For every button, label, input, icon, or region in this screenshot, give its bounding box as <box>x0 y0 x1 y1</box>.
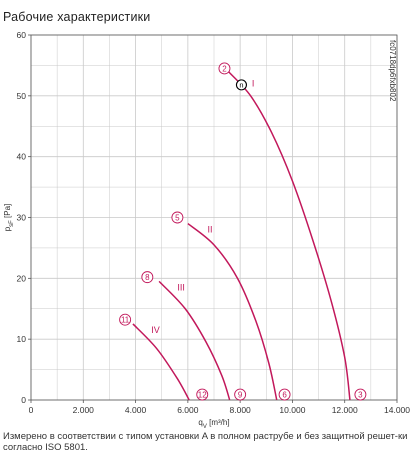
operating-point-circle <box>235 79 247 91</box>
point-marker-circle <box>196 388 209 401</box>
y-tick-label: 60 <box>17 30 27 40</box>
point-marker-circle <box>141 271 154 284</box>
point-marker-label: 12 <box>198 390 207 399</box>
y-tick-label: 0 <box>21 395 26 405</box>
chart-axes: 0 2.000 4.000 6.000 8.000 10.000 12.000 14.000 0… <box>3 30 410 430</box>
y-tick-label: 50 <box>17 91 27 101</box>
x-tick-label: 8.000 <box>230 405 252 415</box>
chart-markers: 2 5 8 11 3 6 9 12 n <box>119 62 367 401</box>
point-marker-circle <box>234 388 247 401</box>
document-code: fc0718dp6fxb802 <box>388 40 397 102</box>
operating-point-label: n <box>239 81 243 90</box>
chart-title: Рабочие характеристики <box>3 10 151 24</box>
series-label-I: I <box>252 79 255 89</box>
point-marker-3: 3 <box>354 388 367 401</box>
point-marker-label: 9 <box>238 390 243 399</box>
x-tick-label: 14.000 <box>384 405 410 415</box>
y-axis-label: psF [Pa] <box>3 204 15 232</box>
series-line-I <box>227 70 351 401</box>
point-marker-8: 8 <box>141 271 154 284</box>
point-marker-circle <box>218 62 231 75</box>
x-tick-label: 6.000 <box>177 405 199 415</box>
chart-caption: Измерено в соответствии с типом установк… <box>3 431 408 453</box>
series-label-III: III <box>177 283 185 293</box>
point-marker-circle <box>354 388 367 401</box>
y-tick-label: 10 <box>17 334 27 344</box>
point-marker-label: 6 <box>282 390 287 399</box>
point-marker-label: 3 <box>358 390 363 399</box>
series-label-II: II <box>207 225 212 235</box>
series-line-III <box>158 280 231 401</box>
point-marker-6: 6 <box>278 388 291 401</box>
x-tick-label: 10.000 <box>279 405 305 415</box>
point-marker-circle <box>278 388 291 401</box>
point-marker-label: 11 <box>121 316 130 325</box>
y-tick-label: 30 <box>17 213 27 223</box>
point-marker-2: 2 <box>218 62 231 75</box>
point-marker-12: 12 <box>196 388 209 401</box>
chart-series <box>132 70 351 401</box>
point-marker-9: 9 <box>234 388 247 401</box>
operating-point: n <box>235 79 247 91</box>
y-tick-label: 20 <box>17 273 27 283</box>
point-marker-label: 5 <box>175 213 180 222</box>
x-tick-label: 4.000 <box>125 405 147 415</box>
point-marker-circle <box>119 313 132 326</box>
x-tick-label: 0 <box>29 405 34 415</box>
point-marker-11: 11 <box>119 313 132 326</box>
series-line-II <box>187 222 278 401</box>
point-marker-label: 2 <box>222 64 227 73</box>
x-tick-label: 12.000 <box>332 405 358 415</box>
point-marker-5: 5 <box>171 211 184 224</box>
x-tick-label: 2.000 <box>73 405 95 415</box>
point-marker-label: 8 <box>145 273 150 282</box>
x-axis-label: qV [m³/h] <box>198 418 229 430</box>
y-tick-label: 40 <box>17 152 27 162</box>
series-label-IV: IV <box>151 325 160 335</box>
series-line-IV <box>132 323 190 401</box>
point-marker-circle <box>171 211 184 224</box>
